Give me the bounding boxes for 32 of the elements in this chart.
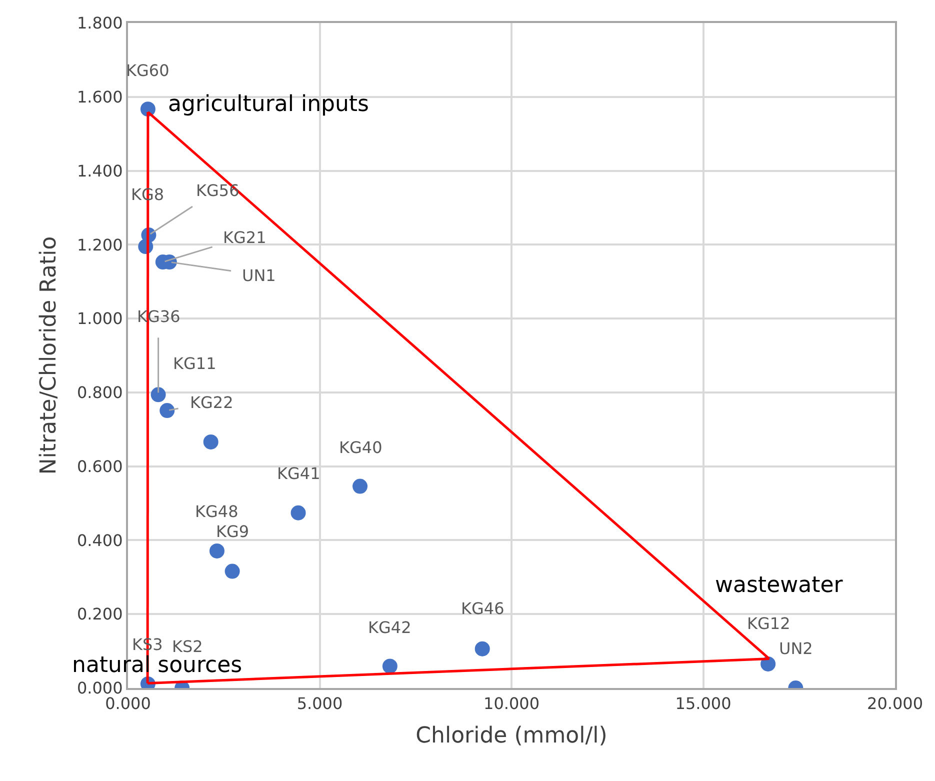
annotation: wastewater bbox=[715, 573, 844, 598]
annotation: KG12 bbox=[747, 614, 790, 633]
y-tick-label: 0.200 bbox=[76, 604, 123, 624]
annotation: KG42 bbox=[368, 618, 412, 637]
y-tick-label: 1.400 bbox=[76, 161, 123, 180]
annotation: KG9 bbox=[216, 522, 250, 541]
annotation: KG11 bbox=[173, 354, 216, 373]
y-tick-label: 1.600 bbox=[76, 87, 123, 106]
annotation: KG21 bbox=[223, 228, 266, 247]
annotation: UN2 bbox=[779, 639, 813, 658]
annotation: KG40 bbox=[339, 438, 382, 457]
annotation: agricultural inputs bbox=[168, 92, 370, 117]
annotation: KG60 bbox=[126, 61, 170, 80]
y-tick-label: 1.200 bbox=[76, 235, 123, 254]
annotation: KS2 bbox=[172, 637, 203, 656]
annotation: KG46 bbox=[461, 599, 504, 618]
annotation: UN1 bbox=[242, 266, 276, 285]
x-tick-label: 10.000 bbox=[484, 694, 540, 714]
annotation: KG48 bbox=[195, 502, 238, 521]
y-tick-label: 1.000 bbox=[76, 309, 123, 328]
annotation: KG56 bbox=[196, 181, 240, 200]
y-tick-label: 1.800 bbox=[76, 14, 123, 33]
y-tick-label: 0.600 bbox=[76, 456, 123, 476]
y-tick-label: 0.400 bbox=[76, 530, 123, 550]
x-axis-title: Chloride (mmol/l) bbox=[416, 724, 608, 749]
y-tick-label: 0.800 bbox=[76, 383, 123, 402]
y-axis-title: Nitrate/Chloride Ratio bbox=[36, 236, 62, 475]
annotation: KG41 bbox=[277, 464, 320, 483]
x-tick-label: 5.000 bbox=[296, 694, 343, 714]
annotation: KG22 bbox=[190, 393, 234, 412]
x-tick-label: 20.000 bbox=[867, 694, 923, 714]
x-tick-label: 15.000 bbox=[675, 694, 732, 714]
